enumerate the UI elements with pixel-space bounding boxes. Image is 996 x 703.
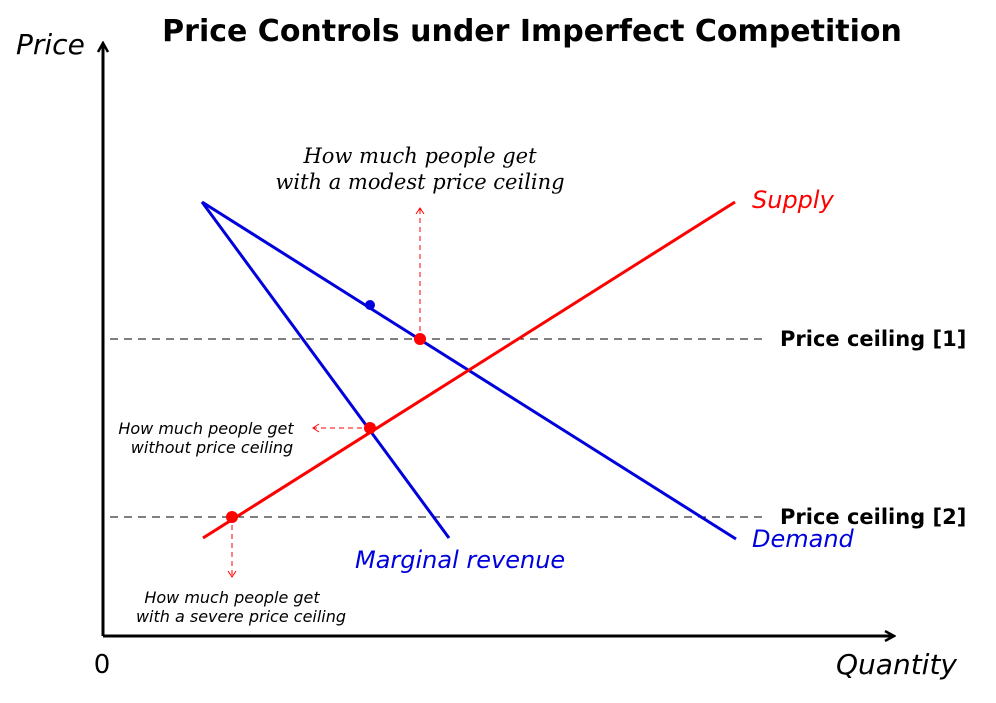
no-ceiling-note-line-1: How much people get [118, 419, 294, 438]
severe-ceiling-point [226, 511, 238, 523]
modest-ceiling-point [414, 333, 426, 345]
y-axis-label: Price [16, 28, 85, 61]
modest-ceiling-note-line-1: How much people get [302, 144, 537, 168]
price-ceiling-2-label: Price ceiling [2] [780, 505, 966, 529]
origin-label: 0 [94, 650, 111, 680]
demand-label: Demand [752, 525, 855, 553]
modest-ceiling-note-line-2: with a modest price ceiling [275, 170, 564, 194]
severe-ceiling-note-line-2: with a severe price ceiling [136, 607, 346, 626]
monopoly-price-point [365, 300, 375, 310]
no-ceiling-point [364, 422, 376, 434]
marginal-revenue-curve [200, 201, 451, 539]
supply-label: Supply [752, 186, 835, 214]
x-axis-label: Quantity [836, 648, 957, 681]
chart-title: Price Controls under Imperfect Competiti… [162, 14, 902, 49]
supply-curve [202, 200, 736, 540]
severe-ceiling-note-line-1: How much people get [144, 588, 320, 607]
marginal-revenue-label: Marginal revenue [355, 546, 565, 574]
price-ceiling-1-label: Price ceiling [1] [780, 327, 966, 351]
no-ceiling-note-line-2: without price ceiling [131, 438, 293, 457]
